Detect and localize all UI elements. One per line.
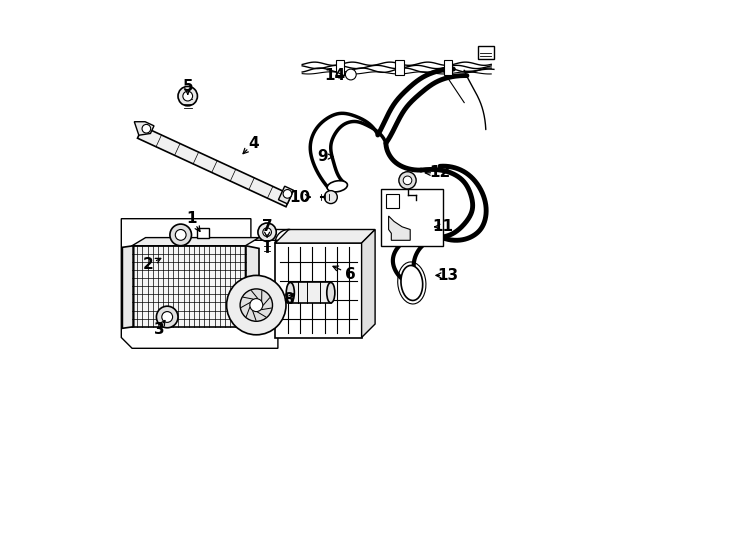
Bar bbox=[380, 189, 443, 246]
Ellipse shape bbox=[286, 282, 294, 303]
Ellipse shape bbox=[327, 282, 335, 303]
Circle shape bbox=[346, 69, 356, 80]
Bar bbox=[291, 282, 331, 303]
Bar bbox=[197, 228, 208, 238]
Text: 10: 10 bbox=[289, 190, 310, 205]
Polygon shape bbox=[388, 216, 410, 240]
Text: 3: 3 bbox=[154, 322, 164, 337]
Text: 4: 4 bbox=[248, 136, 259, 151]
Text: 9: 9 bbox=[317, 149, 328, 164]
Circle shape bbox=[178, 86, 197, 106]
Polygon shape bbox=[275, 243, 362, 338]
Circle shape bbox=[403, 176, 412, 185]
Circle shape bbox=[227, 275, 286, 335]
Circle shape bbox=[399, 172, 416, 189]
Polygon shape bbox=[123, 246, 134, 328]
Polygon shape bbox=[137, 126, 291, 207]
Circle shape bbox=[175, 230, 186, 240]
Circle shape bbox=[250, 299, 263, 312]
Bar bbox=[443, 60, 452, 75]
Ellipse shape bbox=[327, 181, 347, 192]
Circle shape bbox=[170, 224, 192, 246]
Text: 7: 7 bbox=[262, 219, 272, 234]
Ellipse shape bbox=[401, 266, 423, 300]
Text: 2: 2 bbox=[143, 257, 153, 272]
Circle shape bbox=[142, 124, 150, 133]
Polygon shape bbox=[245, 246, 259, 328]
Text: 12: 12 bbox=[429, 165, 451, 180]
Polygon shape bbox=[278, 186, 294, 204]
Circle shape bbox=[283, 190, 291, 198]
Circle shape bbox=[263, 228, 272, 237]
Circle shape bbox=[324, 191, 338, 204]
Text: 1: 1 bbox=[186, 211, 197, 226]
Bar bbox=[335, 60, 344, 75]
Polygon shape bbox=[121, 219, 278, 348]
Polygon shape bbox=[362, 230, 375, 338]
Polygon shape bbox=[132, 238, 259, 246]
Circle shape bbox=[161, 312, 172, 322]
Circle shape bbox=[240, 289, 272, 321]
Circle shape bbox=[183, 91, 192, 101]
Circle shape bbox=[156, 306, 178, 328]
Text: 11: 11 bbox=[432, 219, 453, 234]
Polygon shape bbox=[132, 246, 245, 327]
Text: 6: 6 bbox=[346, 267, 356, 282]
Text: 14: 14 bbox=[324, 68, 345, 83]
Text: 13: 13 bbox=[437, 268, 459, 283]
Polygon shape bbox=[275, 230, 375, 243]
Polygon shape bbox=[134, 122, 154, 135]
Polygon shape bbox=[478, 46, 494, 59]
Circle shape bbox=[258, 223, 276, 241]
Bar bbox=[386, 194, 399, 208]
Bar bbox=[395, 60, 404, 75]
Text: 5: 5 bbox=[183, 79, 193, 94]
Text: 8: 8 bbox=[283, 292, 294, 307]
